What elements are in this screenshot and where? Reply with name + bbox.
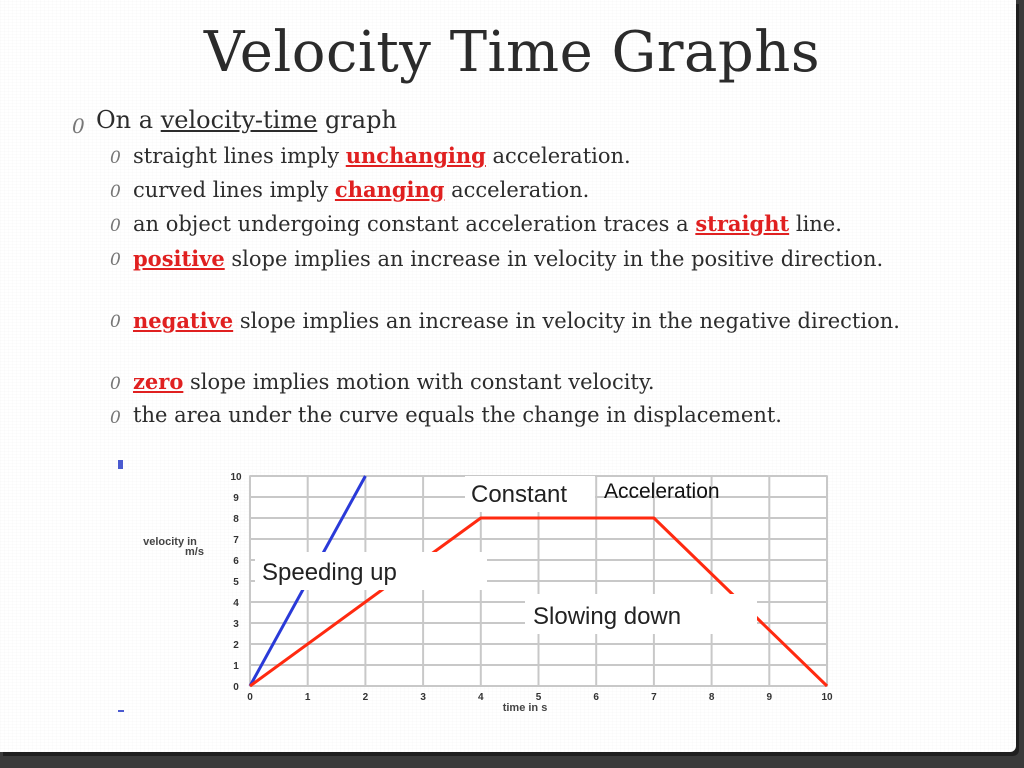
y-tick-label: 7 — [233, 535, 239, 546]
y-tick-label: 8 — [233, 514, 239, 525]
sub-bullet: positive slope implies an increase in ve… — [133, 245, 913, 273]
x-tick-label: 0 — [247, 692, 253, 703]
sub-bullet: the area under the curve equals the chan… — [133, 403, 782, 427]
sub-bullet-emphasis: straight — [695, 211, 790, 236]
sub-bullet: an object undergoing constant accelerati… — [133, 211, 842, 236]
x-tick-labels: 0 1 2 3 4 5 6 7 8 9 10 — [247, 692, 833, 703]
annotation-constant: Constant — [471, 481, 567, 508]
sub-bullet-emphasis: unchanging — [345, 143, 486, 168]
y-tick-labels: 0 1 2 3 4 5 6 7 8 9 10 — [230, 472, 242, 693]
sub-bullet: straight lines imply unchanging accelera… — [133, 143, 631, 168]
image-edge-mark — [118, 710, 124, 712]
y-axis-label-unit: m/s — [185, 546, 204, 558]
x-tick-label: 4 — [478, 692, 484, 703]
y-tick-label: 2 — [233, 640, 239, 651]
bullet-marker: 0 — [110, 182, 121, 202]
main-bullet-suffix: graph — [317, 106, 397, 134]
sub-bullet-text: line. — [789, 212, 842, 236]
sub-bullet-text: the area under the curve equals the chan… — [133, 403, 782, 427]
sub-bullet-text: slope implies motion with constant veloc… — [183, 370, 655, 394]
y-tick-label: 1 — [233, 661, 239, 672]
sub-bullet: zero slope implies motion with constant … — [133, 369, 655, 394]
sub-bullet: curved lines imply changing acceleration… — [133, 177, 589, 202]
annotation-speeding-up: Speeding up — [262, 559, 397, 586]
image-edge-mark — [118, 460, 123, 469]
annotation-box — [525, 594, 757, 634]
x-tick-label: 6 — [593, 692, 599, 703]
x-tick-label: 10 — [821, 692, 833, 703]
sub-bullet-emphasis: zero — [133, 369, 184, 394]
y-tick-label: 9 — [233, 493, 239, 504]
x-tick-label: 2 — [363, 692, 369, 703]
x-axis-label: time in s — [503, 702, 548, 714]
main-bullet-prefix: On a — [96, 106, 161, 134]
y-tick-label: 4 — [233, 598, 239, 609]
sub-bullet-text: slope implies an increase in velocity in… — [233, 309, 900, 333]
annotation-slowing-down: Slowing down — [533, 603, 681, 630]
bullet-marker: 0 — [72, 114, 85, 138]
sub-bullet-emphasis: negative — [133, 308, 234, 333]
x-tick-label: 1 — [305, 692, 311, 703]
sub-bullet-text: acceleration. — [485, 144, 631, 168]
y-tick-label: 10 — [230, 472, 242, 483]
x-tick-label: 9 — [767, 692, 773, 703]
main-bullet: On a velocity-time graph — [96, 106, 397, 134]
velocity-time-chart: 0 1 2 3 4 5 6 7 8 9 10 0 1 2 3 4 5 6 7 8 9 10 velocity in m/… — [143, 472, 833, 714]
x-tick-label: 8 — [709, 692, 715, 703]
annotation-box — [255, 552, 487, 590]
annotation-box — [465, 476, 595, 512]
sub-bullet-text: straight lines imply — [133, 144, 346, 168]
annotation-acceleration: Acceleration — [604, 480, 720, 503]
bullet-marker: 0 — [110, 148, 121, 168]
x-tick-label: 7 — [651, 692, 657, 703]
sub-bullet-text: acceleration. — [444, 178, 590, 202]
sub-bullet-emphasis: changing — [334, 177, 445, 202]
x-tick-label: 3 — [420, 692, 426, 703]
bullet-marker: 0 — [110, 312, 121, 332]
sub-bullet: negative slope implies an increase in ve… — [133, 307, 913, 335]
sub-bullet-text: curved lines imply — [133, 178, 335, 202]
sub-bullet-emphasis: positive — [133, 246, 225, 271]
main-bullet-term: velocity-time — [160, 106, 318, 134]
y-axis-label: velocity in — [143, 536, 197, 548]
y-tick-label: 0 — [233, 682, 239, 693]
bullet-marker: 0 — [110, 216, 121, 236]
x-tick-label: 5 — [536, 692, 542, 703]
bullet-marker: 0 — [110, 250, 121, 270]
bullet-marker: 0 — [110, 374, 121, 394]
sub-bullet-text: slope implies an increase in velocity in… — [224, 247, 884, 271]
slide: Velocity Time Graphs 0 On a velocity-tim… — [0, 0, 1016, 752]
bullet-marker: 0 — [110, 408, 121, 428]
slide-title: Velocity Time Graphs — [203, 20, 821, 85]
y-tick-label: 3 — [233, 619, 239, 630]
sub-bullet-text: an object undergoing constant accelerati… — [133, 212, 696, 236]
y-tick-label: 6 — [233, 556, 239, 567]
y-tick-label: 5 — [233, 577, 239, 588]
